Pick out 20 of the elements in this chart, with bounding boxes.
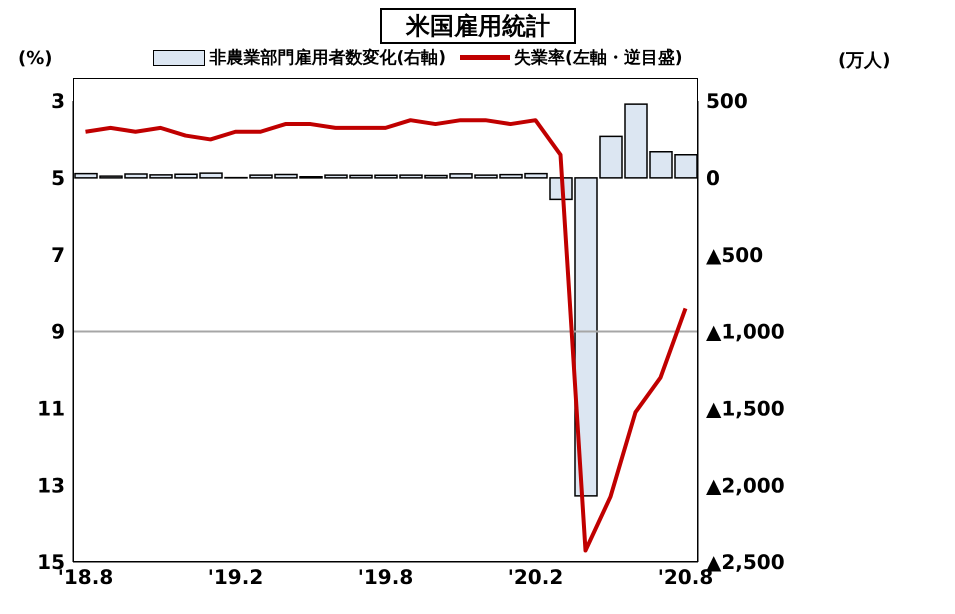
y-tick-label: 3 <box>51 89 65 114</box>
y-tick-label: 11 <box>37 396 65 420</box>
legend-label: 失業率(左軸・逆目盛) <box>514 47 683 69</box>
y-tick-label: 13 <box>37 473 65 498</box>
chart-title: 米国雇用統計 <box>380 8 576 44</box>
y-tick-label: 9 <box>51 320 65 344</box>
x-tick-label: '20.2 <box>508 565 564 590</box>
y-tick-label: 5 <box>51 166 65 190</box>
y2-tick-label: 500 <box>706 89 748 114</box>
y-tick-label: 7 <box>51 242 65 267</box>
x-tick-label: '19.2 <box>208 565 264 590</box>
y2-tick-label: 0 <box>706 166 720 190</box>
y2-tick-label: ▲500 <box>706 242 764 267</box>
legend-label: 非農業部門雇用者数変化(右軸) <box>209 47 446 69</box>
y2-axis-title: (万人) <box>838 49 890 72</box>
x-tick-label: '19.8 <box>358 565 414 590</box>
y2-tick-label: ▲1,000 <box>706 320 785 344</box>
y-axis-title: (%) <box>18 48 52 69</box>
y2-tick-label: ▲1,500 <box>706 396 785 420</box>
y2-tick-label: ▲2,000 <box>706 473 785 498</box>
